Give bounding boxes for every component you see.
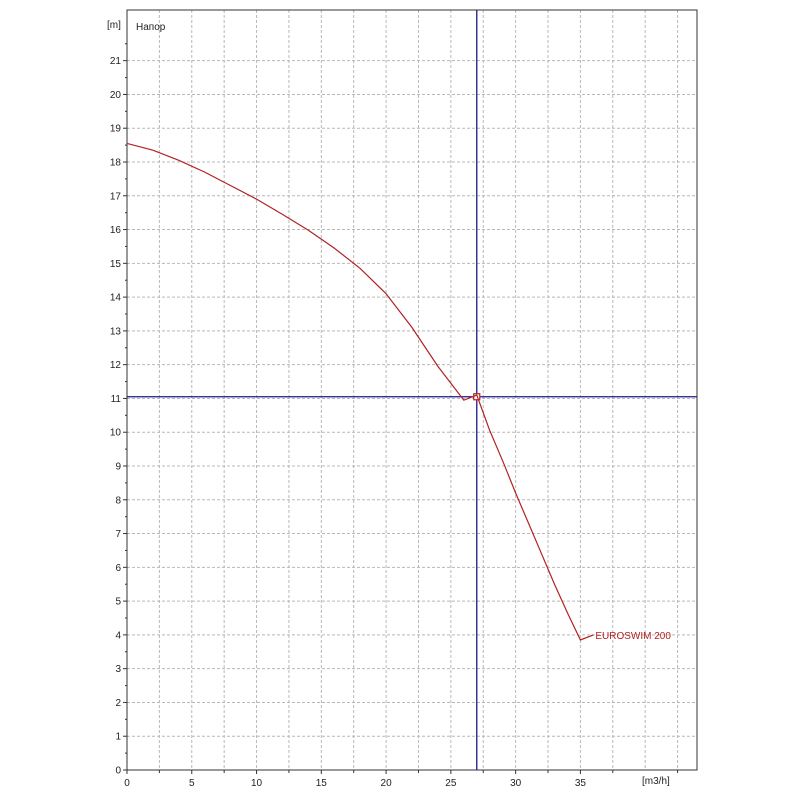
y-tick-label: 16 [110, 225, 122, 236]
series-line [126, 142, 594, 641]
y-tick-label: 7 [115, 529, 121, 540]
x-axis-unit-label: [m3/h] [642, 776, 670, 787]
y-tick-label: 10 [110, 428, 122, 439]
y-tick-label: 0 [115, 766, 121, 777]
y-tick-label: 14 [110, 293, 122, 304]
y-tick-label: 5 [115, 597, 121, 608]
y-tick-label: 17 [110, 191, 122, 202]
y-tick-label: 4 [115, 630, 121, 641]
x-tick-label: 10 [251, 778, 263, 789]
grid-lines [127, 10, 697, 770]
y-axis-unit-label: [m] [107, 20, 121, 31]
y-tick-label: 6 [115, 563, 121, 574]
x-tick-label: 0 [124, 778, 130, 789]
y-tick-label: 1 [115, 732, 121, 743]
x-tick-label: 25 [445, 778, 457, 789]
ticks: 0 5 10 15 20 25 30 3501234567891011121314151617… [110, 43, 679, 789]
y-tick-label: 2 [115, 698, 121, 709]
y-tick-label: 3 [115, 664, 121, 675]
y-tick-label: 15 [110, 259, 122, 270]
y-tick-label: 8 [115, 495, 121, 506]
x-tick-label: 15 [316, 778, 328, 789]
y-tick-label: 12 [110, 360, 122, 371]
plot-area [127, 10, 697, 770]
y-tick-label: 9 [115, 462, 121, 473]
series-group: EUROSWIM 200 [126, 142, 671, 642]
x-tick-label: 20 [381, 778, 393, 789]
plot-frame [126, 9, 698, 771]
y-tick-label: 21 [110, 56, 122, 67]
y-tick-label: 13 [110, 326, 122, 337]
y-tick-label: 20 [110, 90, 122, 101]
x-tick-label: 5 [189, 778, 195, 789]
x-tick-label: 30 [510, 778, 522, 789]
y-tick-label: 19 [110, 124, 122, 135]
axes [126, 9, 698, 771]
y-tick-label: 18 [110, 158, 122, 169]
chart-title: Напор [136, 22, 166, 33]
y-tick-label: 11 [111, 394, 122, 405]
series-name-label: EUROSWIM 200 [595, 631, 671, 642]
x-tick-label: 35 [575, 778, 587, 789]
